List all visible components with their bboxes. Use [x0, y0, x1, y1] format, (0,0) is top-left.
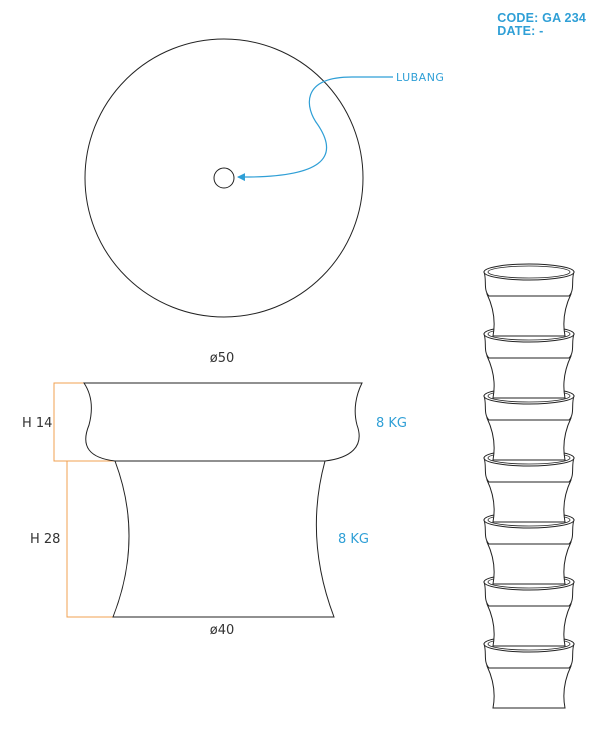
drawing-info: CODE: GA 234 DATE: - [497, 12, 586, 38]
lower-weight-label: 8 KG [338, 532, 369, 547]
code-label: CODE: GA 234 [497, 11, 586, 25]
stack-segment [483, 573, 575, 647]
stack-segment-body [486, 541, 572, 585]
stacked-column-view [483, 263, 575, 709]
stack-segment [483, 325, 575, 399]
date-label: DATE: - [497, 24, 544, 38]
stack-segment-body [486, 665, 572, 709]
callout-leader-arrow [237, 76, 393, 182]
bottom-diameter-label: ø40 [210, 623, 235, 638]
stack-segment-rim [483, 263, 575, 281]
stack-segment [483, 511, 575, 585]
stack-segment-body [486, 603, 572, 647]
upper-piece-outline [83, 382, 363, 462]
upper-weight-label: 8 KG [376, 416, 407, 431]
top-diameter-label: ø50 [210, 351, 235, 366]
stack-segment-body [486, 479, 572, 523]
stack-segment-body [486, 355, 572, 399]
stack-segment [483, 387, 575, 461]
lower-height-dimension [66, 460, 152, 618]
top-view: LUBANG [84, 38, 444, 318]
stack-segment-body [486, 417, 572, 461]
center-hole [213, 167, 235, 189]
top-view-outline [84, 38, 364, 318]
stack-segment [483, 635, 575, 709]
side-view: ø50 ø40 H 14 H 28 8 KG 8 KG [22, 351, 407, 638]
lower-piece-outline [112, 460, 335, 618]
stack-segment [483, 263, 575, 337]
upper-height-label: H 14 [22, 416, 52, 431]
stack-segment-body [486, 293, 572, 337]
lower-height-label: H 28 [30, 532, 60, 547]
callout-label: LUBANG [396, 71, 444, 84]
stack-segment [483, 449, 575, 523]
stack-segment-rim-inner [487, 265, 571, 279]
